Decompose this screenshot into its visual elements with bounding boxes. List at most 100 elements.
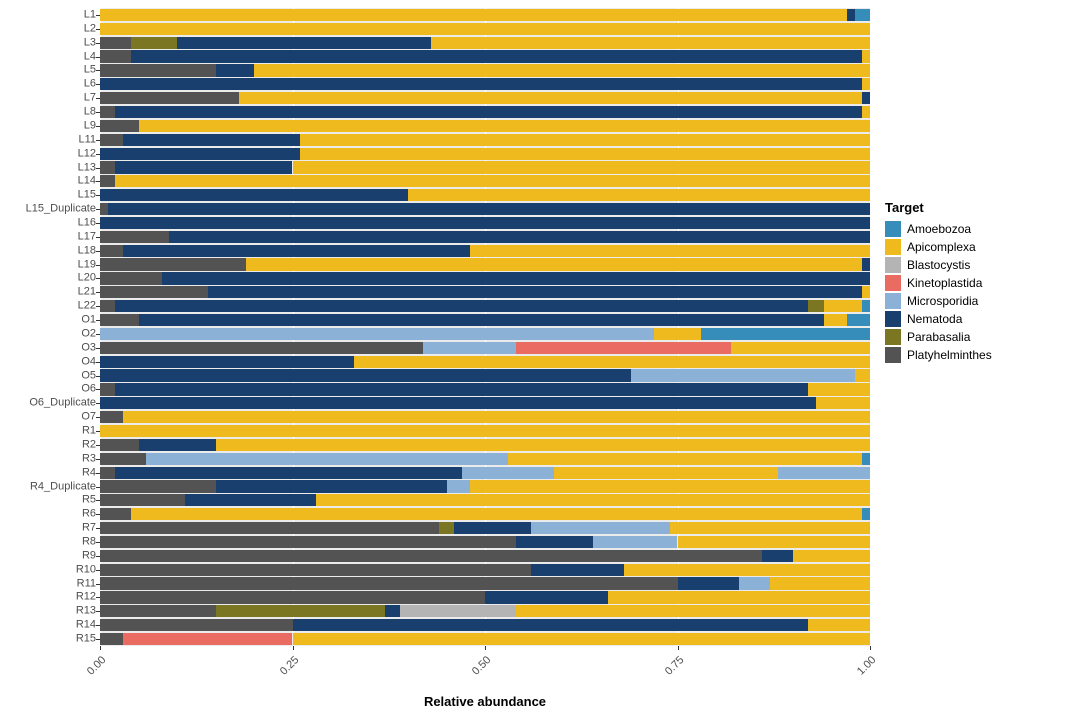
bar-segment xyxy=(408,189,870,201)
bar-segment xyxy=(762,550,793,562)
bar-segment xyxy=(862,508,870,520)
bar-row xyxy=(100,286,870,298)
bar-segment xyxy=(516,342,732,354)
y-tick-label: R6 xyxy=(82,509,96,520)
bar-row xyxy=(100,494,870,506)
bar-segment xyxy=(100,425,870,437)
bar-segment xyxy=(100,217,870,229)
bar-row xyxy=(100,536,870,548)
bar-segment xyxy=(139,314,824,326)
bar-row xyxy=(100,50,870,62)
bar-segment xyxy=(816,397,870,409)
bar-segment xyxy=(131,508,863,520)
y-tick-label: L9 xyxy=(84,120,96,131)
legend: Target AmoebozoaApicomplexaBlastocystisK… xyxy=(885,200,1065,365)
bar-row xyxy=(100,120,870,132)
bar-segment xyxy=(531,564,623,576)
bar-segment xyxy=(100,314,139,326)
bar-segment xyxy=(115,383,808,395)
y-tick-label: R4 xyxy=(82,467,96,478)
bar-segment xyxy=(447,480,470,492)
bar-segment xyxy=(678,536,871,548)
x-tick-label: 1.00 xyxy=(855,654,879,678)
bar-segment xyxy=(115,161,292,173)
bar-segment xyxy=(100,134,123,146)
y-tick-label: O2 xyxy=(81,328,96,339)
bar-segment xyxy=(185,494,316,506)
bar-segment xyxy=(300,148,870,160)
bar-segment xyxy=(100,522,439,534)
bar-segment xyxy=(100,411,123,423)
bar-segment xyxy=(624,564,870,576)
x-axis-title: Relative abundance xyxy=(100,694,870,709)
bar-segment xyxy=(216,439,871,451)
bar-segment xyxy=(862,50,870,62)
bar-segment xyxy=(100,9,847,21)
bar-segment xyxy=(354,356,870,368)
bar-row xyxy=(100,453,870,465)
bar-segment xyxy=(100,633,123,645)
bar-segment xyxy=(100,189,408,201)
bar-segment xyxy=(100,161,115,173)
legend-label: Blastocystis xyxy=(907,258,970,272)
y-tick-label: L2 xyxy=(84,23,96,34)
bar-segment xyxy=(824,300,863,312)
x-axis: 0.000.250.500.751.00 xyxy=(100,650,870,700)
bar-segment xyxy=(100,591,485,603)
bar-segment xyxy=(100,439,139,451)
bar-segment xyxy=(470,245,870,257)
y-tick-label: L1 xyxy=(84,9,96,20)
y-tick-label: L22 xyxy=(78,301,96,312)
bar-segment xyxy=(131,37,177,49)
bar-segment xyxy=(100,300,115,312)
bar-row xyxy=(100,245,870,257)
bar-segment xyxy=(608,591,870,603)
bar-segment xyxy=(100,619,293,631)
bar-segment xyxy=(808,300,823,312)
bar-row xyxy=(100,78,870,90)
bar-row xyxy=(100,92,870,104)
bar-segment xyxy=(100,577,678,589)
bar-row xyxy=(100,9,870,21)
bar-segment xyxy=(100,258,246,270)
bar-segment xyxy=(100,480,216,492)
bar-row xyxy=(100,300,870,312)
bar-segment xyxy=(631,369,854,381)
legend-item: Apicomplexa xyxy=(885,239,1065,255)
bar-row xyxy=(100,467,870,479)
y-axis-labels: L1L2L3L4L5L6L7L8L9L11L12L13L14L15L15_Dup… xyxy=(0,8,96,646)
y-tick-label: O5 xyxy=(81,370,96,381)
bar-segment xyxy=(678,577,740,589)
y-tick-label: L7 xyxy=(84,93,96,104)
bar-row xyxy=(100,508,870,520)
bar-segment xyxy=(293,161,871,173)
legend-swatch xyxy=(885,221,901,237)
x-tick-label: 0.25 xyxy=(277,654,301,678)
bar-segment xyxy=(462,467,554,479)
y-tick-label: R2 xyxy=(82,439,96,450)
y-tick-label: O1 xyxy=(81,315,96,326)
legend-label: Kinetoplastida xyxy=(907,276,982,290)
y-tick-label: R9 xyxy=(82,550,96,561)
bar-segment xyxy=(654,328,700,340)
bar-segment xyxy=(100,356,354,368)
bar-segment xyxy=(177,37,431,49)
bar-segment xyxy=(208,286,863,298)
bar-row xyxy=(100,356,870,368)
bar-row xyxy=(100,37,870,49)
legend-item: Nematoda xyxy=(885,311,1065,327)
bar-segment xyxy=(100,536,516,548)
bar-segment xyxy=(100,397,816,409)
y-tick-label: L21 xyxy=(78,287,96,298)
legend-swatch xyxy=(885,311,901,327)
y-tick-label: R11 xyxy=(77,578,96,589)
bar-segment xyxy=(100,78,862,90)
bar-segment xyxy=(847,314,870,326)
bar-row xyxy=(100,203,870,215)
bar-segment xyxy=(100,64,216,76)
y-tick-label: R14 xyxy=(76,620,96,631)
legend-title: Target xyxy=(885,200,1065,215)
bar-row xyxy=(100,314,870,326)
bar-segment xyxy=(431,37,870,49)
bar-row xyxy=(100,591,870,603)
